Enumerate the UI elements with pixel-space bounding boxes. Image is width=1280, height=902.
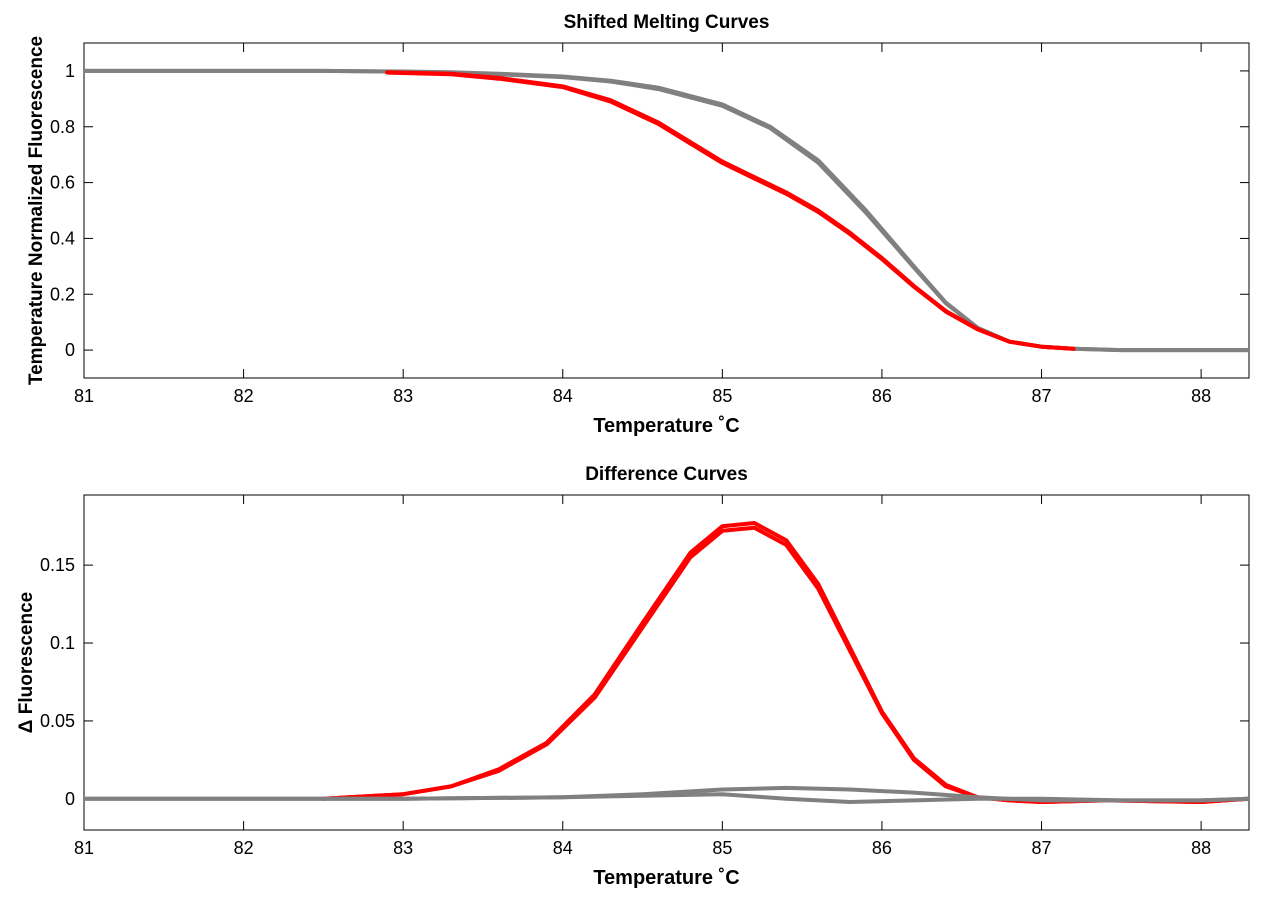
chart-0-title: Shifted Melting Curves: [564, 12, 770, 33]
chart-1-x-tick-label: 87: [1032, 838, 1052, 858]
chart-1-y-axis-label: Δ Fluorescence: [16, 592, 37, 733]
chart-1-x-axis-label: Temperature ˚C: [593, 866, 739, 889]
chart-1-x-tick-label: 86: [872, 838, 892, 858]
chart-0-x-tick-label: 82: [234, 386, 254, 406]
chart-0-y-tick-label: 0.4: [50, 228, 75, 248]
chart-1-y-tick-label: 0.15: [40, 555, 75, 575]
chart-1-x-tick-label: 81: [74, 838, 94, 858]
chart-1-title: Difference Curves: [585, 464, 748, 485]
chart-0-y-tick-label: 0.8: [50, 117, 75, 137]
chart-0-series-line-3: [385, 70, 1076, 351]
chart-1-x-tick-label: 88: [1191, 838, 1211, 858]
chart-0-x-tick-label: 81: [74, 386, 94, 406]
melting-curves-plot: 81 82 83 84 85 86 87 88 0 0.2 0.4 0.6 0.8 1 Shifted Me…: [26, 12, 1250, 437]
chart-0-x-tick-label: 85: [712, 386, 732, 406]
chart-1-series-line-0: [321, 525, 1249, 804]
chart-0-series-line-2: [385, 70, 1076, 351]
chart-0-series-group: [84, 68, 1249, 353]
chart-0-x-tick-label: 84: [553, 386, 573, 406]
chart-1-x-tick-label: 85: [712, 838, 732, 858]
chart-1-series-line-1: [321, 521, 1249, 804]
chart-0-x-tick-label: 86: [872, 386, 892, 406]
chart-0-axes-frame: [83, 42, 1250, 379]
chart-0-y-axis-label: Temperature Normalized Fluorescence: [26, 36, 47, 385]
chart-1-axes-frame: [83, 494, 1250, 831]
chart-1-y-tick-label: 0.1: [50, 633, 75, 653]
chart-0-y-tick-label: 0.2: [50, 284, 75, 304]
chart-1-x-tick-label: 84: [553, 838, 573, 858]
chart-0-y-tick-label: 0.6: [50, 173, 75, 193]
chart-1-y-tick-label: 0.05: [40, 711, 75, 731]
chart-1-x-tick-label: 83: [393, 838, 413, 858]
chart-1-series-line-3: [84, 792, 1249, 804]
chart-1-series-group: [84, 521, 1249, 804]
chart-1-x-tick-label: 82: [234, 838, 254, 858]
chart-0-series-line-0: [84, 68, 1249, 353]
chart-0-x-tick-label: 83: [393, 386, 413, 406]
difference-curves-plot: 81 82 83 84 85 86 87 88 0 0.05 0.1 0.15 Difference C…: [16, 464, 1250, 889]
chart-0-x-tick-label: 87: [1032, 386, 1052, 406]
chart-0-series-line-1: [84, 68, 1249, 353]
chart-0-y-tick-label: 0: [65, 340, 75, 360]
chart-1-y-tick-label: 0: [65, 789, 75, 809]
chart-0-x-axis-label: Temperature ˚C: [593, 414, 739, 437]
chart-0-x-tick-label: 88: [1191, 386, 1211, 406]
chart-0-y-tick-label: 1: [65, 61, 75, 81]
